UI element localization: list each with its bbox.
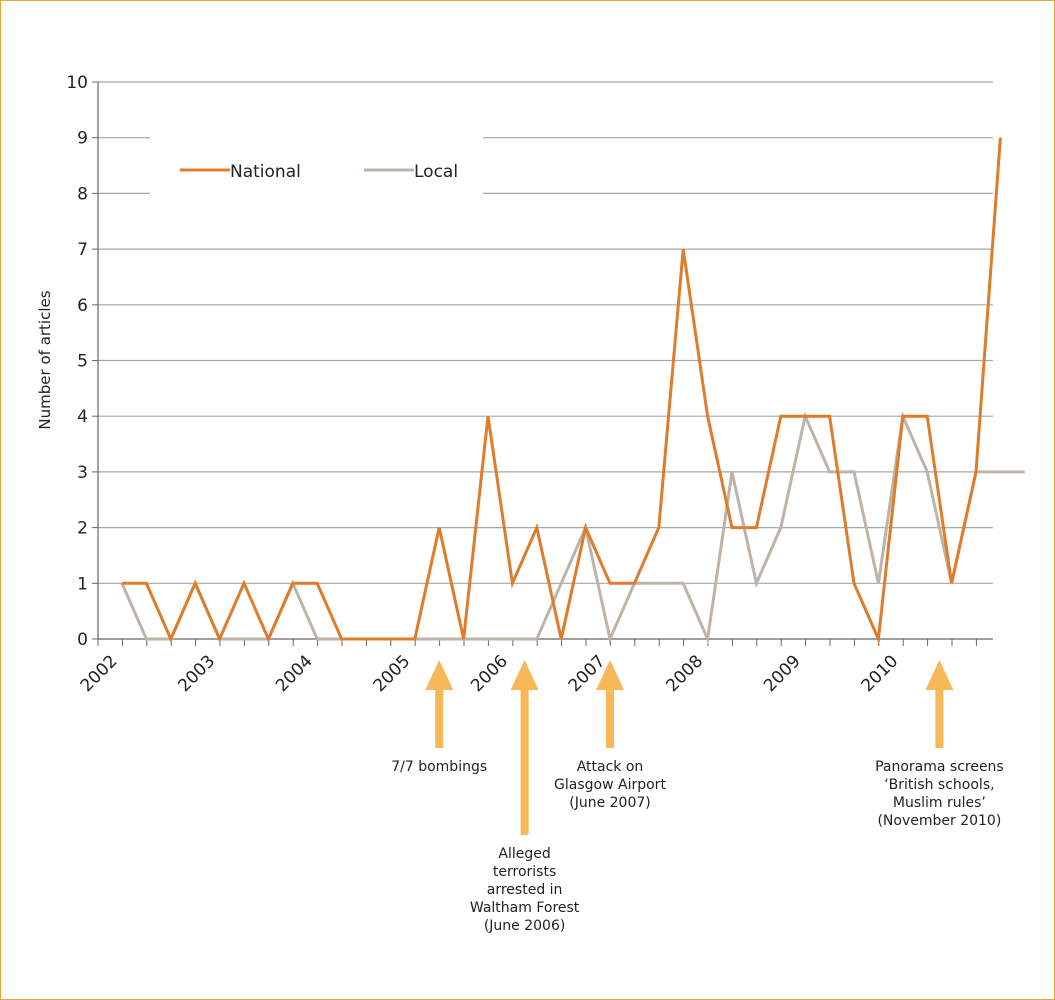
legend: National Local xyxy=(180,162,458,182)
annotation-text: terrorists xyxy=(493,864,556,880)
annotation-text: (June 2006) xyxy=(484,918,566,934)
annotation-arrow-shaft xyxy=(435,689,444,748)
x-tick-label: 2003 xyxy=(174,651,219,696)
annotation-text: ‘British schools, xyxy=(884,777,994,793)
x-tick-label: 2006 xyxy=(467,651,512,696)
y-tick-label: 10 xyxy=(66,73,88,93)
y-axis-title: Number of articles xyxy=(36,290,54,429)
y-tick-label: 8 xyxy=(77,184,88,204)
annotation-arrow-shaft xyxy=(520,689,529,835)
x-tick-label: 2004 xyxy=(272,651,317,696)
annotation-text: Waltham Forest xyxy=(470,900,580,916)
annotation-text: Panorama screens xyxy=(875,759,1004,775)
y-tick-label: 2 xyxy=(77,519,88,539)
annotation-arrow-head xyxy=(925,660,954,690)
annotation-arrow-head xyxy=(510,660,539,690)
annotation-text: 7/7 bombings xyxy=(391,759,487,775)
annotation-arrow-shaft xyxy=(935,689,944,748)
y-tick-label: 3 xyxy=(77,463,88,483)
annotation-text: arrested in xyxy=(487,882,563,898)
annotation-text: Muslim rules’ xyxy=(893,795,986,811)
x-tick-label: 2009 xyxy=(760,651,805,696)
y-tick-label: 1 xyxy=(77,574,88,594)
annotation-arrow-head xyxy=(596,660,624,690)
annotation-text: Glasgow Airport xyxy=(554,777,666,793)
annotation-text: (November 2010) xyxy=(877,813,1001,829)
annotation-arrow-head xyxy=(425,660,454,690)
x-tick-label: 2010 xyxy=(858,651,903,696)
annotation-arrow-shaft xyxy=(606,689,614,748)
y-tick-label: 5 xyxy=(77,352,88,372)
x-tick-label: 2005 xyxy=(370,651,415,696)
legend-label-national: National xyxy=(230,162,301,182)
annotations: 7/7 bombings Alleged terrorists arrested in… xyxy=(391,660,1004,934)
annotation-text: (June 2007) xyxy=(569,795,651,811)
y-tick-label: 0 xyxy=(77,630,88,650)
annotation-text: Alleged xyxy=(498,846,550,862)
y-tick-label: 9 xyxy=(77,129,88,149)
y-tick-label: 4 xyxy=(77,407,88,427)
x-tick-label: 2008 xyxy=(662,651,707,696)
series xyxy=(120,137,1025,645)
legend-label-local: Local xyxy=(414,162,458,182)
gridlines xyxy=(98,81,993,584)
y-tick-label: 6 xyxy=(77,296,88,316)
series-line-national xyxy=(122,137,1002,645)
x-tick-label: 2002 xyxy=(77,651,122,696)
y-tick-label: 7 xyxy=(77,240,88,260)
annotation-text: Attack on xyxy=(577,759,644,775)
